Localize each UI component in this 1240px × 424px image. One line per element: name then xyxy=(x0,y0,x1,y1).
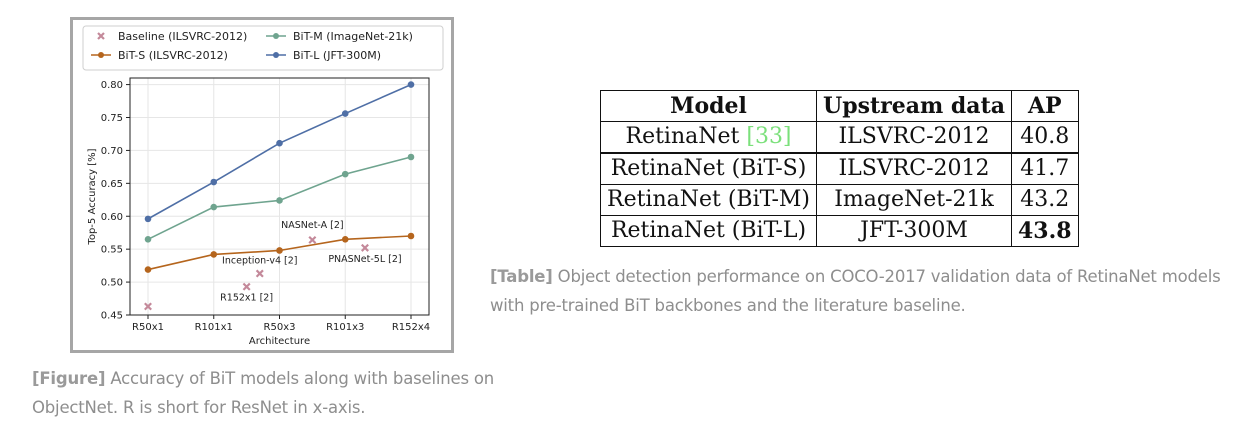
x-tick-label: R101x3 xyxy=(326,322,364,333)
table-row: RetinaNet (BiT-S) ILSVRC-2012 41.7 xyxy=(599,152,1079,185)
cell-model: RetinaNet (BiT-S) xyxy=(599,152,818,185)
cell-upstream-data: ILSVRC-2012 xyxy=(816,152,1012,185)
data-point xyxy=(341,110,349,117)
y-axis-label: Top-5 Accuracy [%] xyxy=(87,148,98,245)
cell-model: RetinaNet [33] xyxy=(599,121,818,154)
y-tick-label: 0.55 xyxy=(101,245,123,256)
baseline-marker xyxy=(360,243,369,252)
results-table: Model Upstream data AP RetinaNet [33] IL… xyxy=(599,90,1079,247)
figure-caption: [Figure] Accuracy of BiT models along wi… xyxy=(32,364,502,422)
accuracy-chart: 0.45 0.50 0.55 0.60 0.65 0.70 0.75 0.80 R50x1 R10… xyxy=(82,25,444,347)
table-caption: [Table] Object detection performance on … xyxy=(490,262,1230,320)
legend-label: BiT-S (ILSVRC-2012) xyxy=(118,49,228,62)
data-point xyxy=(144,235,152,243)
baseline-annotation: NASNet-A [2] xyxy=(281,220,344,231)
legend-box xyxy=(82,25,444,71)
y-tick-label: 0.65 xyxy=(101,179,123,190)
y-tick-label: 0.70 xyxy=(101,146,123,157)
data-point xyxy=(276,139,283,147)
y-tick-label: 0.60 xyxy=(101,212,123,223)
data-point xyxy=(210,178,218,186)
x-axis-label: Architecture xyxy=(249,336,310,347)
data-point xyxy=(407,232,415,240)
table-row: RetinaNet (BiT-M) ImageNet-21k 43.2 xyxy=(599,184,1079,216)
baseline-annotation: R152x1 [2] xyxy=(220,293,273,304)
data-point xyxy=(407,153,415,161)
header-ap: AP xyxy=(1010,90,1079,122)
baseline-marker xyxy=(255,269,264,278)
header-model: Model xyxy=(599,90,818,122)
figure-caption-text: Accuracy of BiT models along with baseli… xyxy=(32,369,495,417)
x-tick-label: R50x1 xyxy=(132,322,164,333)
cell-model: RetinaNet (BiT-L) xyxy=(599,215,818,247)
legend-marker xyxy=(273,52,279,58)
data-point xyxy=(144,215,152,223)
cell-ap-best: 43.8 xyxy=(1010,215,1079,247)
data-point xyxy=(144,266,152,273)
table-row: RetinaNet (BiT-L) JFT-300M 43.8 xyxy=(599,215,1079,247)
legend-marker xyxy=(273,33,279,39)
y-tick-label: 0.45 xyxy=(101,311,123,322)
table-caption-text: Object detection performance on COCO-201… xyxy=(490,267,1221,315)
baseline-marker xyxy=(144,302,152,311)
cell-ap: 40.8 xyxy=(1010,121,1079,154)
y-tick-label: 0.50 xyxy=(101,278,123,289)
model-name: RetinaNet xyxy=(625,124,747,149)
legend-label: BiT-L (JFT-300M) xyxy=(293,49,381,62)
baseline-annotation: Inception-v4 [2] xyxy=(222,256,297,267)
data-point xyxy=(276,247,283,254)
legend-label: BiT-M (ImageNet-21k) xyxy=(293,30,413,43)
data-point xyxy=(341,170,349,178)
cell-upstream-data: JFT-300M xyxy=(816,215,1012,247)
x-tick-label: R101x1 xyxy=(195,322,233,333)
data-point xyxy=(210,251,218,258)
data-point xyxy=(341,235,349,243)
baseline-annotation: PNASNet-5L [2] xyxy=(328,254,401,265)
table-row: RetinaNet [33] ILSVRC-2012 40.8 xyxy=(599,121,1079,154)
data-point xyxy=(276,197,283,204)
cell-ap: 41.7 xyxy=(1010,152,1079,185)
cell-ap: 43.2 xyxy=(1010,184,1079,216)
x-tick-label: R50x3 xyxy=(264,322,296,333)
baseline-marker xyxy=(308,235,317,244)
y-tick-label: 0.75 xyxy=(101,113,123,124)
citation-link[interactable]: [33] xyxy=(746,124,792,149)
header-upstream-data: Upstream data xyxy=(816,90,1012,122)
data-point xyxy=(210,203,218,211)
table-caption-tag: [Table] xyxy=(490,267,553,286)
x-tick-label: R152x4 xyxy=(392,322,430,333)
legend-marker xyxy=(98,52,104,58)
baseline-marker xyxy=(242,282,251,291)
figure-frame: 0.45 0.50 0.55 0.60 0.65 0.70 0.75 0.80 R50x1 R10… xyxy=(70,17,454,353)
cell-model: RetinaNet (BiT-M) xyxy=(599,184,818,216)
cell-upstream-data: ILSVRC-2012 xyxy=(816,121,1012,154)
legend-marker xyxy=(97,32,105,40)
data-point xyxy=(407,81,415,88)
figure-caption-tag: [Figure] xyxy=(32,369,106,388)
legend-label: Baseline (ILSVRC-2012) xyxy=(118,30,247,43)
cell-upstream-data: ImageNet-21k xyxy=(816,184,1012,216)
y-tick-label: 0.80 xyxy=(101,80,123,91)
table-header-row: Model Upstream data AP xyxy=(599,90,1079,122)
